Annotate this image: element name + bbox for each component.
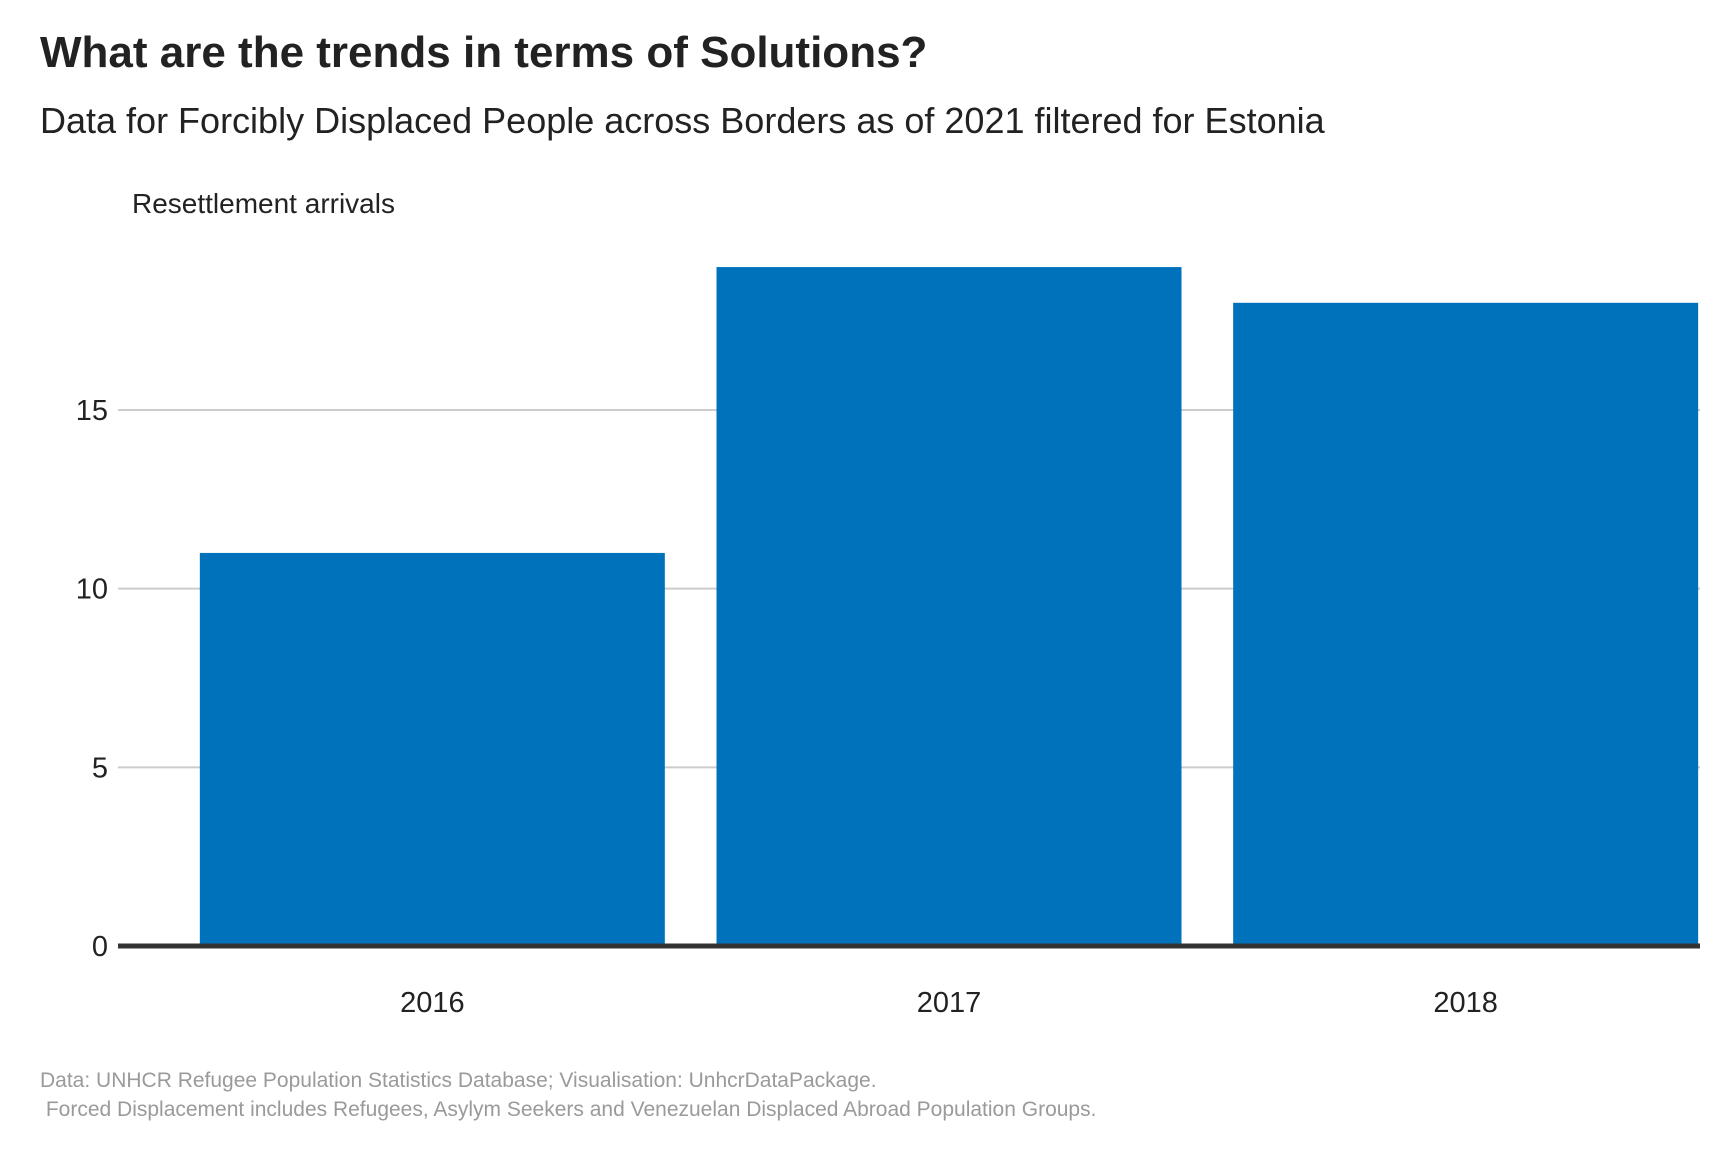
x-tick-label: 2018	[1433, 987, 1498, 1019]
y-tick-label: 15	[76, 395, 108, 427]
y-tick-label: 5	[92, 752, 108, 784]
caption-source: Data: UNHCR Refugee Population Statistic…	[40, 1069, 877, 1092]
bar-2018	[1233, 302, 1699, 946]
y-axis-label: Resettlement arrivals	[132, 188, 395, 219]
chart-subtitle: Data for Forcibly Displaced People acros…	[40, 100, 1325, 141]
y-tick-label: 0	[92, 931, 108, 963]
bar-2017	[716, 267, 1182, 947]
x-axis-ticks: 2016 2017 2018	[400, 987, 1498, 1019]
y-tick-label: 10	[76, 574, 108, 606]
caption-note: Forced Displacement includes Refugees, A…	[40, 1098, 1097, 1121]
bar-2016	[199, 552, 665, 946]
y-axis-ticks: 0 5 10 15	[76, 395, 108, 963]
x-tick-label: 2017	[917, 987, 982, 1019]
chart-caption: Data: UNHCR Refugee Population Statistic…	[40, 1066, 1096, 1124]
bars	[199, 267, 1699, 947]
chart-title: What are the trends in terms of Solution…	[40, 28, 928, 77]
x-tick-label: 2016	[400, 987, 465, 1019]
